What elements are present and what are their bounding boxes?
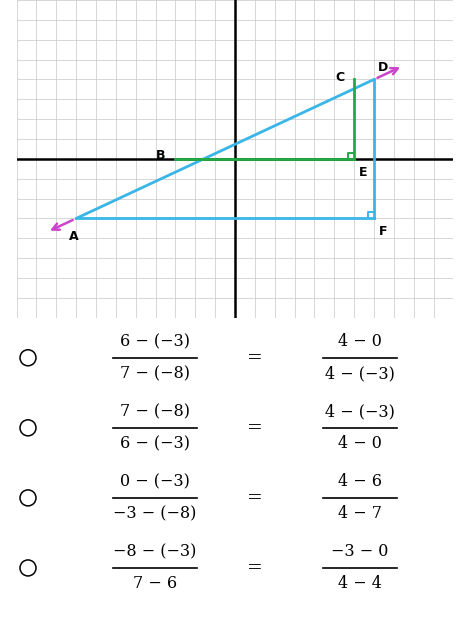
- Text: −3 − 0: −3 − 0: [331, 543, 389, 561]
- Text: 0 − (−3): 0 − (−3): [120, 473, 190, 490]
- Text: =: =: [247, 559, 263, 577]
- Text: 4 − 7: 4 − 7: [338, 505, 382, 523]
- Text: 6 − (−3): 6 − (−3): [120, 333, 190, 350]
- Text: 4 − 0: 4 − 0: [338, 333, 382, 350]
- Text: −3 − (−8): −3 − (−8): [113, 505, 196, 523]
- Text: =: =: [247, 349, 263, 367]
- Text: 4 − 0: 4 − 0: [338, 435, 382, 452]
- Text: 7 − 6: 7 − 6: [133, 576, 177, 592]
- Text: A: A: [70, 231, 79, 244]
- Text: 4 − (−3): 4 − (−3): [325, 365, 395, 383]
- Text: 7 − (−8): 7 − (−8): [120, 365, 190, 383]
- Text: B: B: [156, 150, 165, 163]
- Text: C: C: [335, 71, 344, 84]
- Text: 4 − 6: 4 − 6: [338, 473, 382, 490]
- Text: 6 − (−3): 6 − (−3): [120, 435, 190, 452]
- Text: 4 − (−3): 4 − (−3): [325, 403, 395, 421]
- Text: =: =: [247, 489, 263, 507]
- Text: 7 − (−8): 7 − (−8): [120, 403, 190, 421]
- Text: =: =: [247, 419, 263, 437]
- Text: 4 − 4: 4 − 4: [338, 576, 382, 592]
- Text: E: E: [359, 166, 368, 179]
- Text: −8 − (−3): −8 − (−3): [113, 543, 196, 561]
- Text: D: D: [378, 62, 388, 75]
- Text: F: F: [379, 226, 387, 239]
